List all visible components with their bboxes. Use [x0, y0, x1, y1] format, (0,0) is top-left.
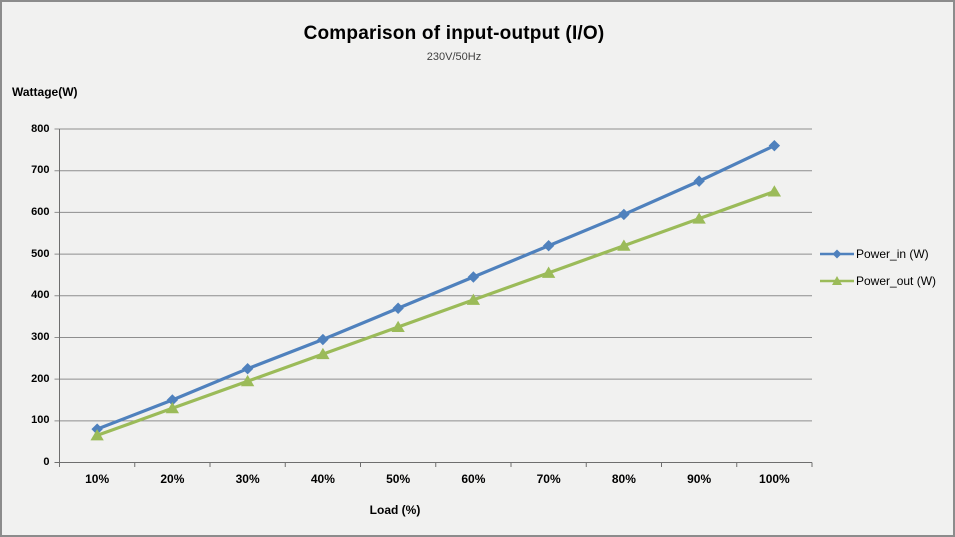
data-point-marker-power-out-w: [391, 320, 405, 333]
y-tick-label: 500: [31, 247, 50, 260]
data-point-marker-power-out-w: [692, 212, 706, 224]
x-tick-label: 10%: [85, 471, 110, 486]
x-tick-label: 20%: [160, 471, 185, 486]
x-tick-label: 90%: [687, 471, 712, 486]
data-point-marker-power-out-w: [316, 347, 330, 360]
series-line-power-in-w: [96, 144, 776, 431]
y-tick-label: 400: [31, 289, 50, 302]
y-tick-label: 0: [43, 456, 50, 468]
y-tick-label: 800: [31, 122, 50, 135]
chart-title: Comparison of input-output (I/O): [303, 23, 605, 44]
data-point-marker-power-in-w: [618, 208, 630, 221]
data-point-marker-power-out-w: [767, 185, 782, 197]
y-tick-label: 700: [31, 164, 50, 177]
x-tick-label: 100%: [759, 471, 790, 486]
x-tick-label: 70%: [536, 471, 561, 486]
legend-item-power-out: Power_out (W): [820, 274, 936, 288]
legend: Power_in (W) Power_out (W): [820, 247, 936, 288]
x-axis-title: Load (%): [369, 503, 421, 517]
y-tick-label: 600: [31, 205, 50, 218]
data-point-marker-power-in-w: [467, 271, 480, 283]
x-tick-label: 30%: [235, 471, 260, 486]
legend-marker-power-in-icon: [820, 249, 854, 259]
data-point-marker-power-in-w: [317, 333, 329, 346]
legend-label: Power_out (W): [856, 274, 937, 288]
x-tick-label: 40%: [310, 471, 335, 486]
y-tick-label: 300: [31, 330, 50, 343]
data-point-marker-power-out-w: [90, 429, 104, 441]
data-point-marker-power-out-w: [165, 402, 180, 414]
y-tick-label: 200: [31, 372, 50, 385]
data-point-marker-power-out-w: [240, 374, 255, 387]
x-tick-label: 50%: [386, 471, 411, 486]
data-point-marker-power-in-w: [241, 362, 254, 375]
x-tick-label: 60%: [461, 471, 486, 486]
y-tick-label: 100: [31, 414, 50, 427]
legend-item-power-in: Power_in (W): [820, 247, 936, 261]
data-point-marker-power-out-w: [541, 266, 556, 278]
data-point-marker-power-in-w: [542, 240, 555, 252]
chart-subtitle: 230V/50Hz: [426, 51, 482, 63]
data-point-marker-power-out-w: [617, 239, 631, 251]
data-point-marker-power-in-w: [392, 302, 404, 314]
data-point-marker-power-in-w: [693, 175, 705, 187]
data-point-marker-power-out-w: [466, 293, 481, 305]
data-point-marker-power-in-w: [768, 139, 781, 152]
y-axis-title: Wattage(W): [12, 85, 78, 99]
legend-marker-power-out-icon: [820, 276, 854, 285]
legend-label: Power_in (W): [856, 247, 929, 261]
series-line-power-out-w: [96, 190, 775, 437]
x-tick-label: 80%: [611, 471, 636, 486]
